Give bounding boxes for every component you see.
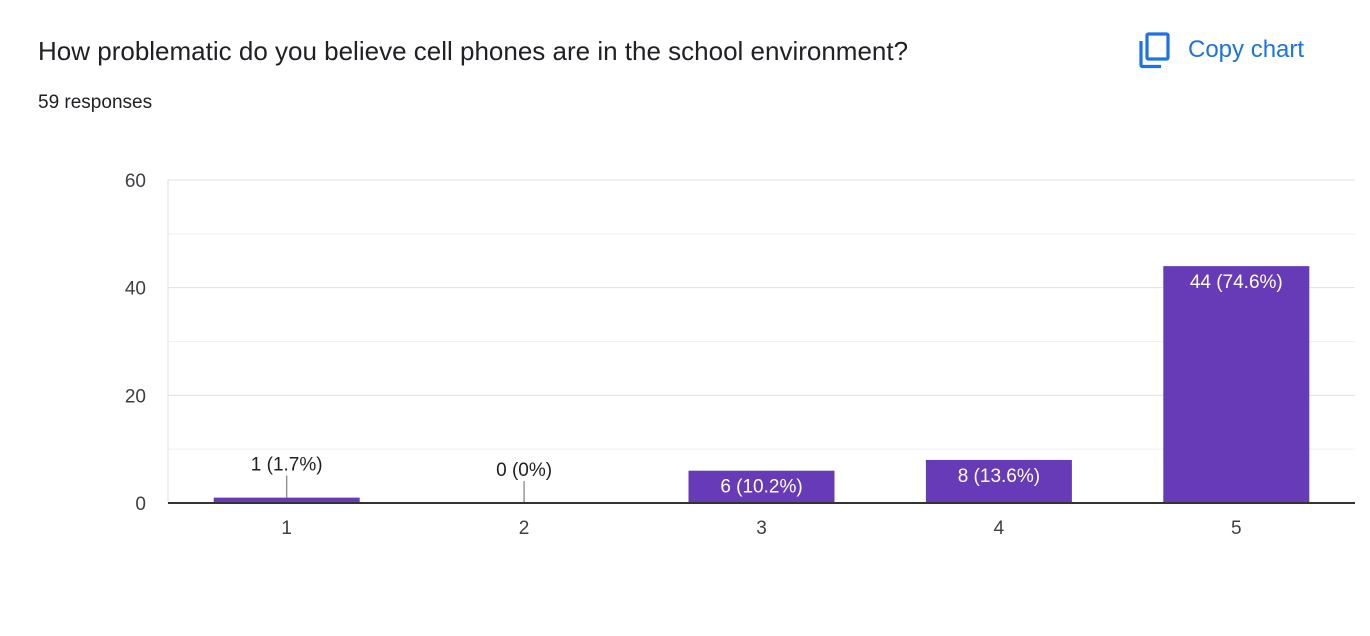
data-label: 8 (13.6%) [958, 466, 1040, 487]
bars [213, 266, 1310, 503]
x-tick-label: 4 [994, 518, 1005, 539]
copy-icon [1134, 26, 1174, 74]
grid-lines [167, 179, 1355, 503]
copy-chart-button[interactable]: Copy chart [1134, 26, 1334, 74]
bar [1163, 266, 1310, 503]
data-label: 44 (74.6%) [1190, 272, 1283, 293]
x-tick-label: 1 [281, 518, 292, 539]
chart-title: How problematic do you believe cell phon… [38, 36, 909, 66]
copy-chart-label: Copy chart [1188, 36, 1305, 63]
data-label: 1 (1.7%) [251, 455, 323, 476]
data-label: 6 (10.2%) [720, 477, 802, 498]
y-tick-label: 0 [135, 494, 146, 515]
response-count: 59 responses [38, 92, 153, 113]
x-tick-label: 5 [1231, 518, 1242, 539]
axes: 0 20 40 60 1 2 3 4 5 [125, 171, 1355, 539]
bar [925, 459, 1072, 503]
bar-chart: 1 (1.7%) 0 (0%) 6 (10.2%) 8 (13.6%) 44 (74.6… [125, 171, 1355, 539]
data-labels: 1 (1.7%) 0 (0%) 6 (10.2%) 8 (13.6%) 44 (74.6… [251, 272, 1283, 503]
y-tick-label: 20 [125, 386, 146, 407]
data-label: 0 (0%) [496, 460, 552, 481]
y-tick-label: 60 [125, 171, 146, 192]
x-tick-label: 2 [519, 518, 530, 539]
x-tick-label: 3 [756, 518, 767, 539]
y-tick-label: 40 [125, 279, 146, 300]
bar [688, 470, 835, 503]
bar [213, 497, 360, 503]
